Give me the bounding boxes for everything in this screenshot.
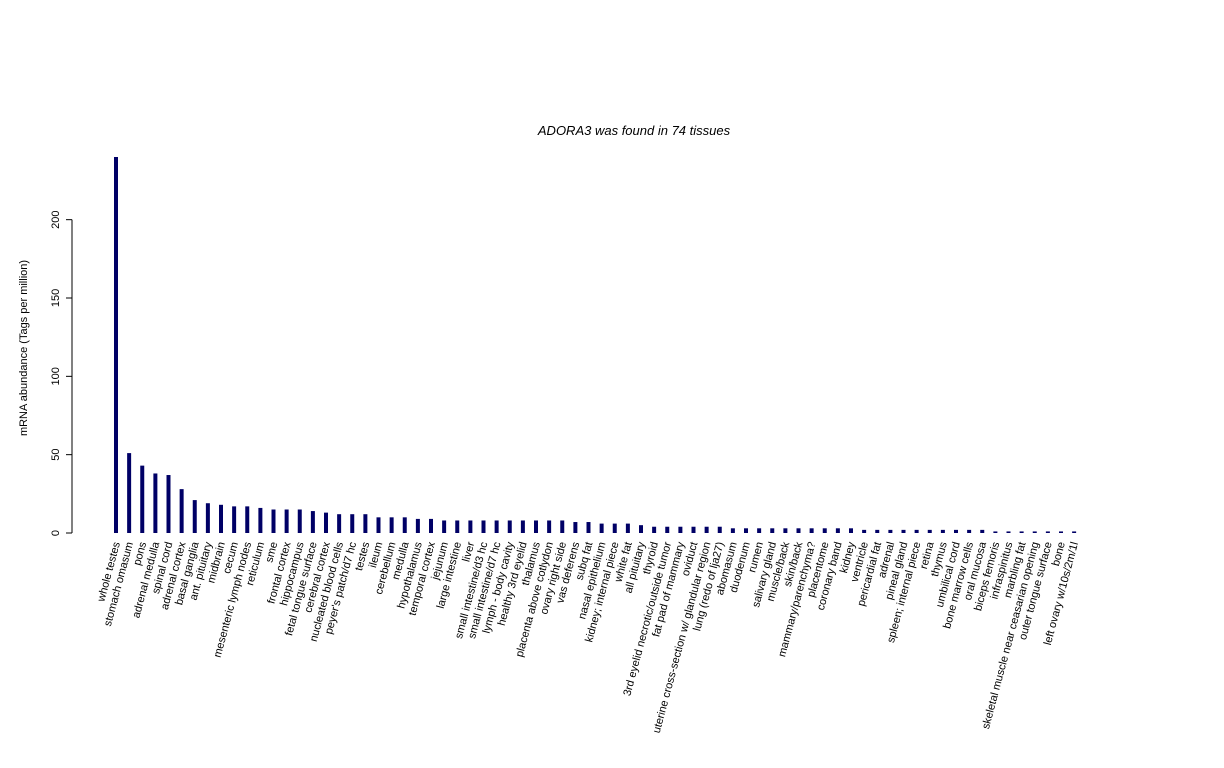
bar — [192, 500, 197, 533]
bar — [809, 528, 814, 533]
bar — [560, 520, 565, 533]
bar — [652, 526, 657, 533]
bar — [127, 453, 132, 533]
bar — [166, 475, 171, 533]
y-axis: 0 50 100 150 200 — [50, 210, 73, 536]
bar — [783, 528, 788, 533]
bar — [153, 473, 158, 533]
bar — [691, 526, 696, 533]
bar — [205, 503, 210, 533]
bar — [1059, 531, 1063, 533]
y-tick-label: 150 — [50, 289, 62, 307]
bar — [337, 514, 342, 533]
bar — [219, 504, 223, 533]
bar — [363, 514, 368, 533]
bar — [1072, 531, 1077, 533]
bar — [665, 526, 670, 533]
bar — [310, 511, 315, 533]
bar — [1006, 531, 1011, 533]
bar — [271, 509, 276, 533]
bar — [901, 529, 906, 533]
bar — [442, 520, 447, 533]
bar — [914, 529, 919, 533]
bar — [534, 520, 538, 533]
bar — [179, 489, 184, 533]
bar — [967, 529, 972, 533]
bar — [849, 528, 853, 533]
y-tick-label: 0 — [50, 530, 62, 536]
bar — [324, 512, 328, 533]
bar — [639, 525, 643, 533]
bar — [586, 522, 591, 533]
bar — [888, 529, 893, 533]
bar — [599, 523, 604, 533]
bar — [481, 520, 486, 533]
bar — [678, 526, 683, 533]
bar — [520, 520, 525, 533]
bar — [744, 528, 748, 533]
bar — [862, 529, 867, 533]
y-tick-label: 200 — [50, 210, 62, 228]
bar — [835, 528, 840, 533]
bar — [376, 517, 381, 533]
bar — [954, 529, 958, 533]
bar — [389, 517, 394, 533]
x-tick-label: liver — [460, 540, 477, 563]
bar — [258, 507, 263, 533]
bar — [757, 528, 762, 533]
bar — [547, 520, 552, 533]
bar — [284, 509, 289, 533]
bar — [114, 157, 118, 533]
bar — [927, 529, 932, 533]
bar — [245, 506, 250, 533]
bar — [704, 526, 709, 533]
chart-title: ADORA3 was found in 74 tissues — [537, 123, 731, 138]
bar — [232, 506, 237, 533]
bar — [796, 528, 801, 533]
bar — [140, 465, 145, 533]
bar — [822, 528, 827, 533]
bar — [468, 520, 473, 533]
bar — [1032, 531, 1037, 533]
bar — [494, 520, 499, 533]
bar — [1019, 531, 1024, 533]
bar — [1045, 531, 1050, 533]
bar — [730, 528, 735, 533]
y-tick-label: 50 — [50, 449, 62, 461]
bar — [429, 518, 433, 533]
y-axis-label: mRNA abundance (Tags per million) — [18, 260, 30, 436]
bar — [770, 528, 775, 533]
bar — [350, 514, 355, 533]
x-tick-label: sme — [263, 541, 280, 564]
bar — [625, 523, 630, 533]
bar — [455, 520, 460, 533]
bar — [507, 520, 512, 533]
bar — [415, 518, 420, 533]
bars — [114, 157, 1077, 533]
bar — [402, 517, 407, 533]
bar — [940, 529, 945, 533]
bar — [980, 529, 985, 533]
bar — [612, 523, 617, 533]
bar — [993, 531, 998, 533]
bar — [573, 522, 578, 533]
y-tick-label: 100 — [50, 367, 62, 385]
bar — [717, 526, 722, 533]
bar — [875, 529, 880, 533]
bar — [297, 509, 302, 533]
